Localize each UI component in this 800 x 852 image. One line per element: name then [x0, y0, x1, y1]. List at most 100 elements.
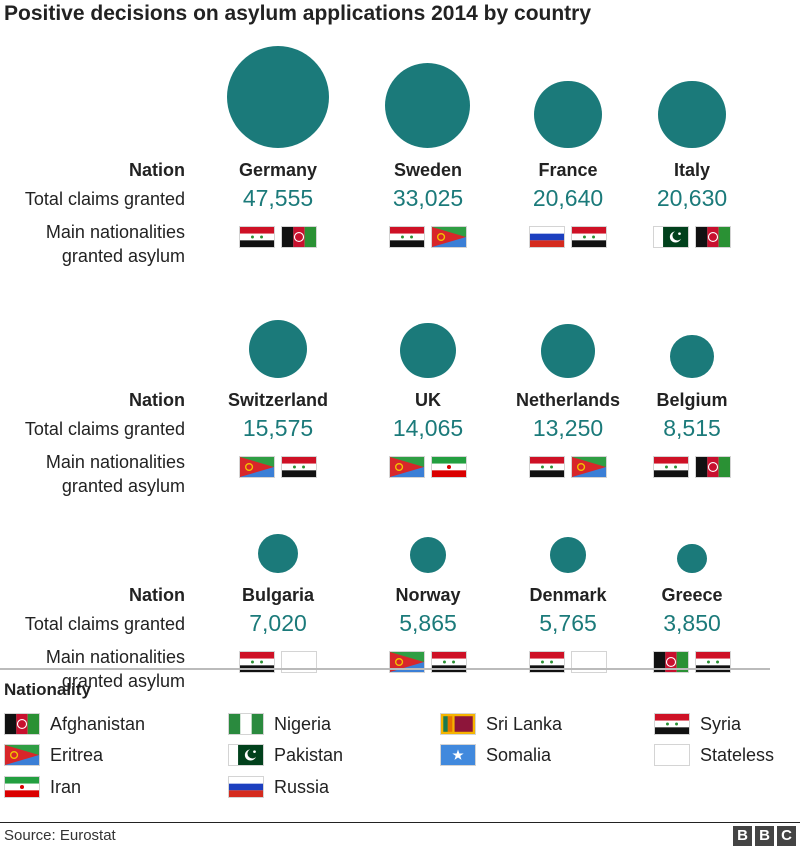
russia-flag-icon [529, 226, 565, 248]
stateless-flag-icon [281, 651, 317, 673]
pakistan-flag-icon [653, 226, 689, 248]
legend-item-label: Russia [274, 776, 330, 797]
syria-flag-icon [571, 226, 607, 248]
legend-divider [0, 668, 770, 670]
nationality-flags [617, 226, 767, 248]
bbc-logo: B B C [733, 826, 796, 846]
country-name: Germany [238, 160, 318, 180]
source-note: Source: Eurostat [4, 827, 116, 844]
legend-item-pakistan: Pakistan [228, 744, 343, 766]
country-name: Bulgaria [241, 585, 315, 605]
chart-title: Positive decisions on asylum application… [4, 2, 592, 25]
syria-flag-icon [389, 226, 425, 248]
row-label-line: Main nationalities [45, 647, 185, 667]
syria-flag-icon [239, 226, 275, 248]
bubble-italy [658, 80, 726, 148]
nationality-flags [203, 456, 353, 478]
country-name: Belgium [656, 390, 728, 410]
pakistan-flag-icon [228, 744, 264, 766]
eritrea-flag-icon [239, 456, 275, 478]
claims-value: 33,025 [392, 185, 464, 211]
row-label-nation: Nation [129, 160, 185, 180]
legend-item-label: Sri Lanka [486, 713, 563, 734]
eritrea-flag-icon [571, 456, 607, 478]
legend-item-label: Pakistan [274, 744, 344, 765]
nationality-flags [353, 226, 503, 248]
bubble-germany [227, 46, 329, 148]
bubble-norway [410, 537, 446, 573]
bubble-uk [400, 322, 456, 378]
country-name: UK [415, 390, 441, 410]
country-name: Netherlands [515, 390, 621, 410]
legend-item-label: Eritrea [50, 744, 104, 765]
bubble-sweden [385, 62, 471, 148]
claims-value: 7,020 [249, 610, 307, 636]
nationality-flags [353, 651, 503, 673]
eritrea-flag-icon [4, 744, 40, 766]
afghanistan-flag-icon [4, 713, 40, 735]
legend-item-iran: Iran [4, 776, 81, 798]
syria-flag-icon [653, 456, 689, 478]
legend-title: Nationality [4, 680, 91, 699]
country-name: Switzerland [227, 390, 329, 410]
country-name: Italy [673, 160, 711, 180]
claims-value: 8,515 [663, 415, 721, 441]
legend-item-label: Syria [700, 713, 742, 734]
iran-flag-icon [4, 776, 40, 798]
legend-item-label: Iran [50, 776, 82, 797]
bubble-switzerland [248, 319, 308, 378]
claims-value: 14,065 [392, 415, 464, 441]
bbc-logo-letter: B [755, 826, 774, 846]
row-label-nation: Nation [129, 585, 185, 605]
row-label-line: Main nationalities [45, 222, 185, 242]
nationality-flags [617, 456, 767, 478]
footer-divider [0, 822, 800, 823]
legend-item-afghanistan: Afghanistan [4, 713, 145, 735]
bbc-logo-letter: C [777, 826, 796, 846]
legend-item-stateless: Stateless [654, 744, 774, 766]
claims-value: 20,640 [532, 185, 604, 211]
russia-flag-icon [228, 776, 264, 798]
bubble-bulgaria [258, 533, 298, 573]
row-label-nationalities: Main nationalities granted asylum [46, 645, 185, 693]
bubble-denmark [550, 537, 586, 573]
legend-item-label: Somalia [486, 744, 552, 765]
row-label-nation: Nation [129, 390, 185, 410]
nationality-flags [353, 456, 503, 478]
bubble-netherlands [541, 324, 595, 378]
syria-flag-icon [654, 713, 690, 735]
row-label-line: granted asylum [61, 476, 185, 496]
eritrea-flag-icon [389, 651, 425, 673]
afghanistan-flag-icon [653, 651, 689, 673]
claims-value: 5,765 [539, 610, 597, 636]
legend-item-russia: Russia [228, 776, 329, 798]
claims-value: 5,865 [399, 610, 457, 636]
claims-value: 3,850 [663, 610, 721, 636]
nationality-flags [493, 226, 643, 248]
bubble-france [534, 80, 602, 148]
bbc-logo-letter: B [733, 826, 752, 846]
legend-item-srilanka: Sri Lanka [440, 713, 562, 735]
legend-item-label: Afghanistan [50, 713, 146, 734]
nationality-flags [203, 226, 353, 248]
claims-value: 13,250 [532, 415, 604, 441]
row-label-total: Total claims granted [24, 614, 185, 634]
bubble-greece [677, 543, 707, 573]
afghanistan-flag-icon [695, 456, 731, 478]
row-label-line: Main nationalities [45, 452, 185, 472]
country-name: France [538, 160, 598, 180]
syria-flag-icon [529, 456, 565, 478]
row-label-total: Total claims granted [24, 419, 185, 439]
legend-item-somalia: Somalia [440, 744, 551, 766]
row-label-line: granted asylum [61, 246, 185, 266]
row-label-line: granted asylum [61, 671, 185, 691]
row-label-nationalities: Main nationalities granted asylum [46, 450, 185, 498]
country-name: Norway [395, 585, 461, 605]
stateless-flag-icon [571, 651, 607, 673]
stateless-flag-icon [654, 744, 690, 766]
afghanistan-flag-icon [695, 226, 731, 248]
claims-value: 15,575 [242, 415, 314, 441]
country-name: Greece [661, 585, 723, 605]
bubble-belgium [670, 334, 714, 378]
claims-value: 47,555 [242, 185, 314, 211]
